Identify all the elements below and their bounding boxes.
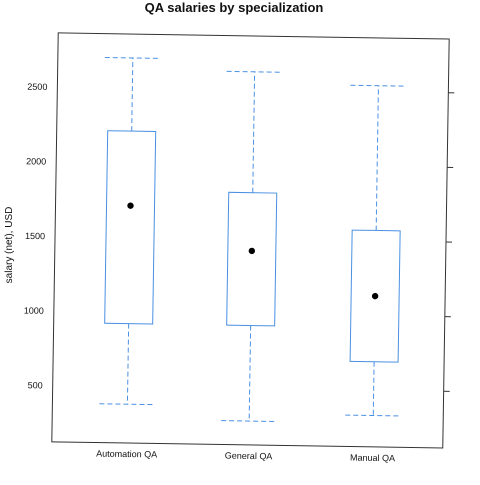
whisker-cap-lower [345, 415, 401, 416]
y-tick-label: 2000 [26, 156, 46, 166]
y-tick-label: 1500 [25, 231, 45, 241]
boxes-layer [99, 58, 407, 424]
whisker-cap-upper [350, 85, 406, 86]
median-point [249, 248, 255, 254]
chart-title: QA salaries by specialization [145, 0, 324, 15]
whisker-cap-upper [227, 71, 283, 72]
x-tick-label: Manual QA [350, 453, 395, 464]
plot-frame [52, 33, 449, 448]
plot-area: 500 1000 1500 2000 2500 Automation QA General… [22, 32, 456, 464]
box-group [99, 58, 160, 405]
whisker-upper [253, 72, 255, 193]
whisker-lower [127, 324, 128, 405]
box-group [345, 85, 406, 416]
median-point [372, 293, 378, 299]
whisker-upper [132, 58, 133, 131]
x-tick-label: Automation QA [96, 449, 157, 460]
box-iqr [227, 192, 277, 326]
y-tick-label: 1000 [24, 306, 44, 316]
whisker-lower [373, 362, 374, 416]
y-tick-label: 500 [28, 380, 43, 390]
y-axis: 500 1000 1500 2000 2500 [23, 82, 455, 397]
box-group [221, 71, 282, 421]
x-tick-label: General QA [225, 451, 273, 462]
y-tick-label: 2500 [27, 82, 47, 92]
whisker-upper [376, 86, 378, 231]
median-point [127, 202, 133, 208]
box-iqr [105, 131, 156, 324]
whisker-cap-lower [221, 421, 277, 422]
whisker-lower [249, 326, 251, 422]
x-axis: Automation QA General QA Manual QA [96, 449, 395, 464]
y-axis-label: salary (net), USD [4, 207, 15, 284]
whisker-cap-upper [105, 58, 161, 59]
whisker-cap-lower [99, 404, 155, 405]
